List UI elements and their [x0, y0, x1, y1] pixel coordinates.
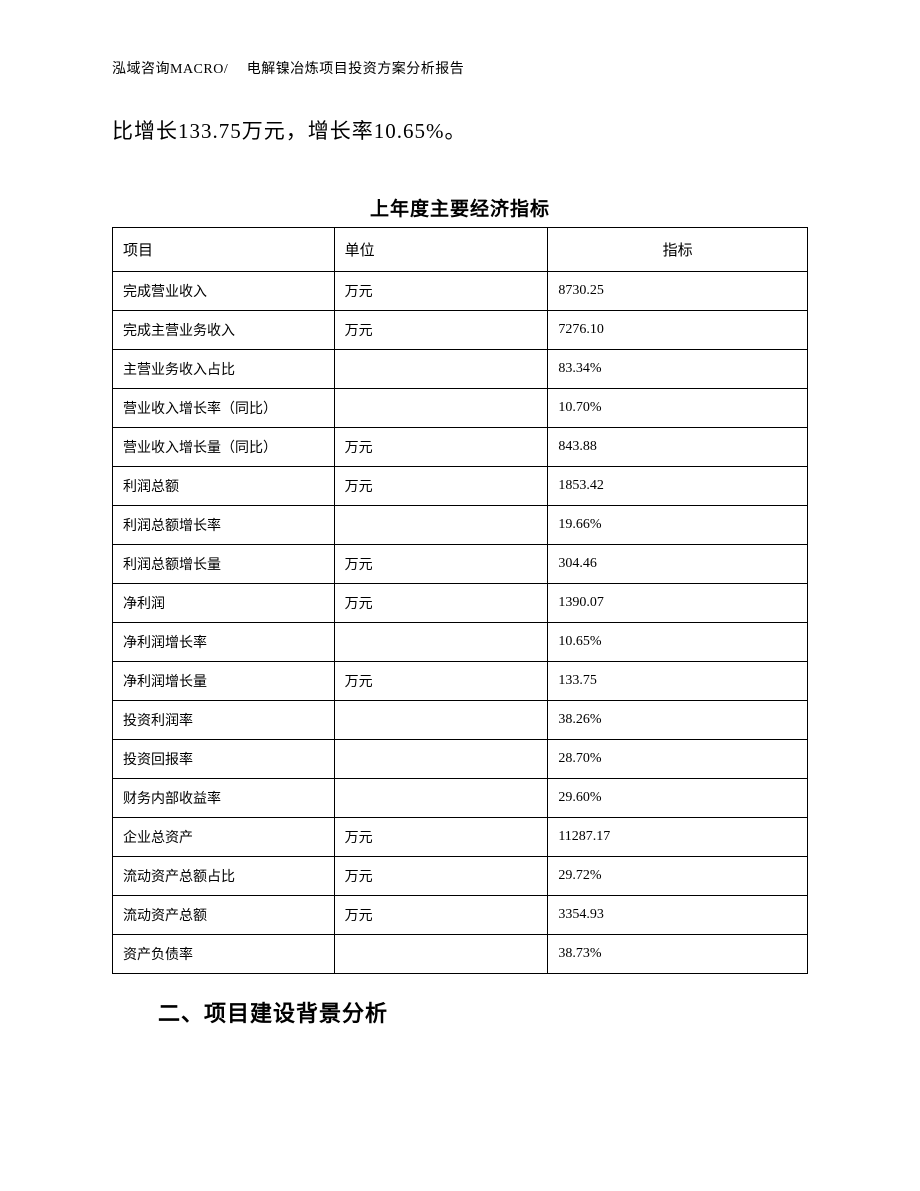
- cell-item: 主营业务收入占比: [113, 350, 335, 389]
- cell-value: 28.70%: [548, 740, 808, 779]
- table-body: 完成营业收入 万元 8730.25 完成主营业务收入 万元 7276.10 主营…: [113, 272, 808, 974]
- cell-item: 净利润: [113, 584, 335, 623]
- cell-value: 843.88: [548, 428, 808, 467]
- table-row: 完成营业收入 万元 8730.25: [113, 272, 808, 311]
- cell-value: 1390.07: [548, 584, 808, 623]
- cell-value: 38.26%: [548, 701, 808, 740]
- cell-unit: 万元: [334, 311, 548, 350]
- table-row: 利润总额增长率 19.66%: [113, 506, 808, 545]
- cell-item: 营业收入增长率（同比）: [113, 389, 335, 428]
- cell-unit: 万元: [334, 545, 548, 584]
- cell-unit: [334, 623, 548, 662]
- table-row: 完成主营业务收入 万元 7276.10: [113, 311, 808, 350]
- table-row: 营业收入增长率（同比） 10.70%: [113, 389, 808, 428]
- table-row: 投资利润率 38.26%: [113, 701, 808, 740]
- cell-value: 7276.10: [548, 311, 808, 350]
- cell-item: 企业总资产: [113, 818, 335, 857]
- table-row: 净利润增长量 万元 133.75: [113, 662, 808, 701]
- cell-item: 资产负债率: [113, 935, 335, 974]
- section-heading: 二、项目建设背景分析: [158, 996, 388, 1028]
- cell-item: 投资利润率: [113, 701, 335, 740]
- table-title: 上年度主要经济指标: [0, 194, 920, 221]
- body-text: 比增长133.75万元，增长率10.65%。: [112, 115, 467, 145]
- cell-value: 10.65%: [548, 623, 808, 662]
- cell-value: 304.46: [548, 545, 808, 584]
- cell-item: 营业收入增长量（同比）: [113, 428, 335, 467]
- cell-value: 29.72%: [548, 857, 808, 896]
- cell-unit: [334, 740, 548, 779]
- cell-unit: 万元: [334, 818, 548, 857]
- cell-unit: 万元: [334, 662, 548, 701]
- cell-unit: 万元: [334, 467, 548, 506]
- cell-item: 财务内部收益率: [113, 779, 335, 818]
- table-row: 净利润增长率 10.65%: [113, 623, 808, 662]
- cell-value: 11287.17: [548, 818, 808, 857]
- table-row: 流动资产总额 万元 3354.93: [113, 896, 808, 935]
- cell-unit: [334, 389, 548, 428]
- column-header-item: 项目: [113, 228, 335, 272]
- cell-unit: [334, 506, 548, 545]
- table-row: 资产负债率 38.73%: [113, 935, 808, 974]
- table-row: 企业总资产 万元 11287.17: [113, 818, 808, 857]
- cell-item: 利润总额增长量: [113, 545, 335, 584]
- cell-unit: [334, 935, 548, 974]
- cell-unit: [334, 701, 548, 740]
- table-row: 净利润 万元 1390.07: [113, 584, 808, 623]
- page-header: 泓域咨询MACRO/ 电解镍冶炼项目投资方案分析报告: [112, 58, 464, 78]
- column-header-value: 指标: [548, 228, 808, 272]
- cell-value: 3354.93: [548, 896, 808, 935]
- cell-value: 38.73%: [548, 935, 808, 974]
- cell-item: 利润总额: [113, 467, 335, 506]
- cell-unit: 万元: [334, 428, 548, 467]
- table-row: 利润总额增长量 万元 304.46: [113, 545, 808, 584]
- cell-item: 净利润增长量: [113, 662, 335, 701]
- cell-value: 83.34%: [548, 350, 808, 389]
- cell-value: 133.75: [548, 662, 808, 701]
- table-row: 财务内部收益率 29.60%: [113, 779, 808, 818]
- cell-item: 净利润增长率: [113, 623, 335, 662]
- cell-value: 29.60%: [548, 779, 808, 818]
- cell-value: 8730.25: [548, 272, 808, 311]
- table-row: 营业收入增长量（同比） 万元 843.88: [113, 428, 808, 467]
- table-row: 投资回报率 28.70%: [113, 740, 808, 779]
- economic-indicators-table: 项目 单位 指标 完成营业收入 万元 8730.25 完成主营业务收入 万元 7…: [112, 227, 808, 974]
- cell-item: 完成营业收入: [113, 272, 335, 311]
- cell-item: 完成主营业务收入: [113, 311, 335, 350]
- cell-unit: [334, 350, 548, 389]
- cell-item: 投资回报率: [113, 740, 335, 779]
- column-header-unit: 单位: [334, 228, 548, 272]
- cell-unit: 万元: [334, 272, 548, 311]
- cell-value: 1853.42: [548, 467, 808, 506]
- cell-unit: [334, 779, 548, 818]
- table-row: 主营业务收入占比 83.34%: [113, 350, 808, 389]
- table-header-row: 项目 单位 指标: [113, 228, 808, 272]
- cell-unit: 万元: [334, 584, 548, 623]
- cell-item: 利润总额增长率: [113, 506, 335, 545]
- cell-unit: 万元: [334, 857, 548, 896]
- cell-item: 流动资产总额: [113, 896, 335, 935]
- table-row: 利润总额 万元 1853.42: [113, 467, 808, 506]
- table-row: 流动资产总额占比 万元 29.72%: [113, 857, 808, 896]
- cell-item: 流动资产总额占比: [113, 857, 335, 896]
- cell-value: 10.70%: [548, 389, 808, 428]
- cell-unit: 万元: [334, 896, 548, 935]
- cell-value: 19.66%: [548, 506, 808, 545]
